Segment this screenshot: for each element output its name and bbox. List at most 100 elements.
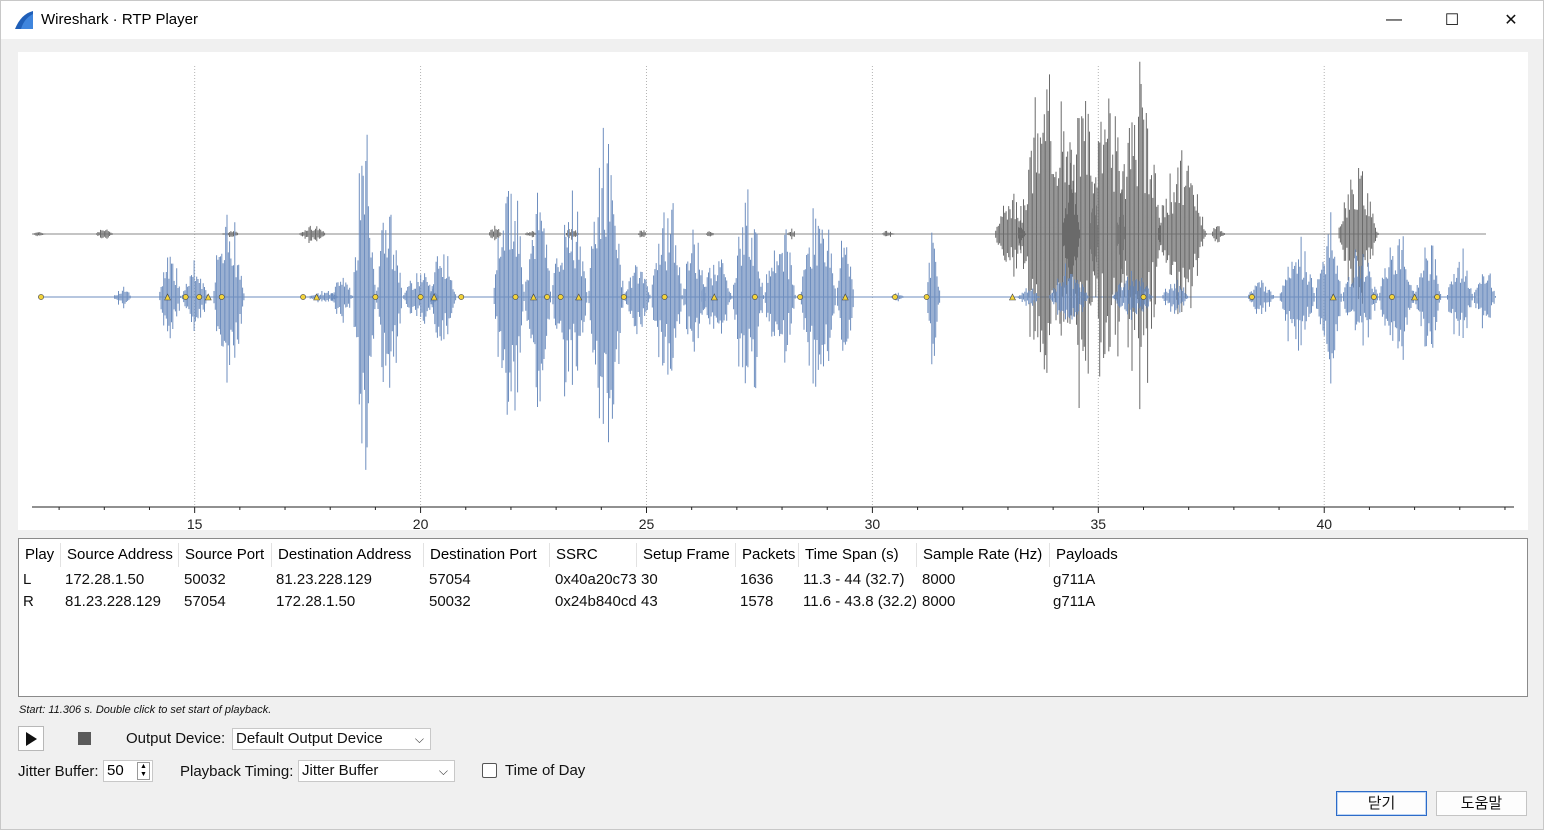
maximize-button[interactable]: ☐ xyxy=(1423,1,1481,39)
table-cell: 43 xyxy=(641,593,658,610)
title-bar: Wireshark · RTP Player — ☐ ✕ xyxy=(1,1,1543,39)
marker-triangle xyxy=(164,293,172,301)
table-cell: L xyxy=(23,571,32,588)
help-button[interactable]: 도움말 xyxy=(1436,791,1527,816)
marker-dot xyxy=(1140,294,1147,300)
time-of-day-checkbox[interactable] xyxy=(482,763,497,778)
column-header[interactable]: Time Span (s) xyxy=(805,546,899,563)
spin-up-icon[interactable]: ▲ xyxy=(140,763,147,770)
marker-dot xyxy=(797,294,804,300)
spin-arrows[interactable]: ▲ ▼ xyxy=(137,762,150,780)
marker-dot xyxy=(892,294,898,300)
marker-dot xyxy=(512,294,519,300)
column-header[interactable]: Play xyxy=(25,546,55,563)
column-separator[interactable] xyxy=(178,543,179,567)
column-header[interactable]: Payloads xyxy=(1056,546,1118,563)
x-tick-label: 40 xyxy=(1316,516,1332,530)
column-header[interactable]: Destination Address xyxy=(278,546,412,563)
marker-dot xyxy=(417,294,424,300)
output-device-select[interactable]: Default Output Device ⌵ xyxy=(232,728,431,750)
marker-dot xyxy=(1249,294,1255,300)
column-header[interactable]: Sample Rate (Hz) xyxy=(923,546,1043,563)
close-button[interactable]: 닫기 xyxy=(1336,791,1427,816)
marker-dot xyxy=(372,294,379,300)
marker-triangle xyxy=(841,293,849,301)
marker-triangle xyxy=(204,293,212,301)
window-title: Wireshark · RTP Player xyxy=(41,11,198,28)
jitter-buffer-spinbox[interactable]: 50 ▲ ▼ xyxy=(103,760,153,782)
marker-dot xyxy=(218,294,225,300)
marker-dot xyxy=(1434,294,1441,300)
marker-dot xyxy=(1371,294,1377,300)
waveform-canvas[interactable]: 15 20 25 30 35 40 xyxy=(18,52,1528,530)
marker-triangle xyxy=(1329,293,1337,301)
minimize-icon: — xyxy=(1386,11,1402,28)
table-cell: 1636 xyxy=(740,571,774,588)
stop-button[interactable] xyxy=(71,726,97,751)
marker-dot xyxy=(661,294,668,300)
column-header[interactable]: Source Port xyxy=(185,546,265,563)
column-separator[interactable] xyxy=(271,543,272,567)
column-separator[interactable] xyxy=(798,543,799,567)
column-header[interactable]: Destination Port xyxy=(430,546,537,563)
table-cell: 0x24b840cd xyxy=(555,593,637,610)
marker-triangle xyxy=(530,293,538,301)
marker-dot xyxy=(38,294,44,300)
table-cell: 50032 xyxy=(184,571,226,588)
table-cell: 1578 xyxy=(740,593,774,610)
left-channel-waveform xyxy=(114,127,1496,470)
x-tick-label: 15 xyxy=(187,516,203,530)
output-device-label: Output Device: xyxy=(126,730,226,747)
table-cell: 50032 xyxy=(429,593,471,610)
marker-dot xyxy=(300,294,306,300)
marker-dot xyxy=(557,294,564,300)
table-cell: 172.28.1.50 xyxy=(276,593,356,610)
marker-triangle xyxy=(430,293,438,301)
right-channel-waveform-trace xyxy=(32,61,1379,410)
column-header[interactable]: SSRC xyxy=(556,546,598,563)
column-separator[interactable] xyxy=(423,543,424,567)
marker-dot xyxy=(923,294,930,300)
jitter-buffer-label: Jitter Buffer: xyxy=(18,763,99,780)
chevron-down-icon: ⌵ xyxy=(414,732,424,746)
time-of-day-label[interactable]: Time of Day xyxy=(505,762,586,779)
column-separator[interactable] xyxy=(549,543,550,567)
column-separator[interactable] xyxy=(916,543,917,567)
marker-dot xyxy=(182,294,189,300)
x-tick-label: 30 xyxy=(865,516,881,530)
marker-triangle xyxy=(313,293,321,301)
column-separator[interactable] xyxy=(636,543,637,567)
spin-down-icon[interactable]: ▼ xyxy=(140,771,147,778)
table-cell: 81.23.228.129 xyxy=(276,571,372,588)
playback-timing-value: Jitter Buffer xyxy=(302,762,379,779)
x-tick-label: 25 xyxy=(639,516,655,530)
table-cell: 57054 xyxy=(429,571,471,588)
close-window-button[interactable]: ✕ xyxy=(1482,1,1540,39)
column-separator[interactable] xyxy=(60,543,61,567)
table-cell: 57054 xyxy=(184,593,226,610)
column-separator[interactable] xyxy=(735,543,736,567)
column-header[interactable]: Setup Frame xyxy=(643,546,730,563)
marker-triangle xyxy=(575,293,583,301)
play-button[interactable] xyxy=(18,726,44,751)
minimize-button[interactable]: — xyxy=(1365,1,1423,39)
stream-table[interactable]: Play Source Address Source Port Destination… xyxy=(18,538,1528,697)
playback-timing-label: Playback Timing: xyxy=(180,763,294,780)
marker-dot xyxy=(458,294,465,300)
column-separator[interactable] xyxy=(1049,543,1050,567)
column-header[interactable]: Source Address xyxy=(67,546,173,563)
marker-dot xyxy=(544,294,550,300)
table-cell: 81.23.228.129 xyxy=(65,593,161,610)
table-cell: g711A xyxy=(1053,593,1096,610)
jitter-buffer-value: 50 xyxy=(107,762,124,779)
chevron-down-icon: ⌵ xyxy=(438,764,448,778)
marker-triangle xyxy=(1411,293,1419,301)
column-header[interactable]: Packets xyxy=(742,546,796,563)
table-cell: g711A xyxy=(1053,571,1096,588)
playback-timing-select[interactable]: Jitter Buffer ⌵ xyxy=(298,760,455,782)
right-channel-waveform xyxy=(32,61,1379,410)
waveform-plot[interactable]: 15 20 25 30 35 40 xyxy=(18,52,1528,530)
table-cell: 0x40a20c73 xyxy=(555,571,637,588)
x-tick-label: 20 xyxy=(413,516,429,530)
